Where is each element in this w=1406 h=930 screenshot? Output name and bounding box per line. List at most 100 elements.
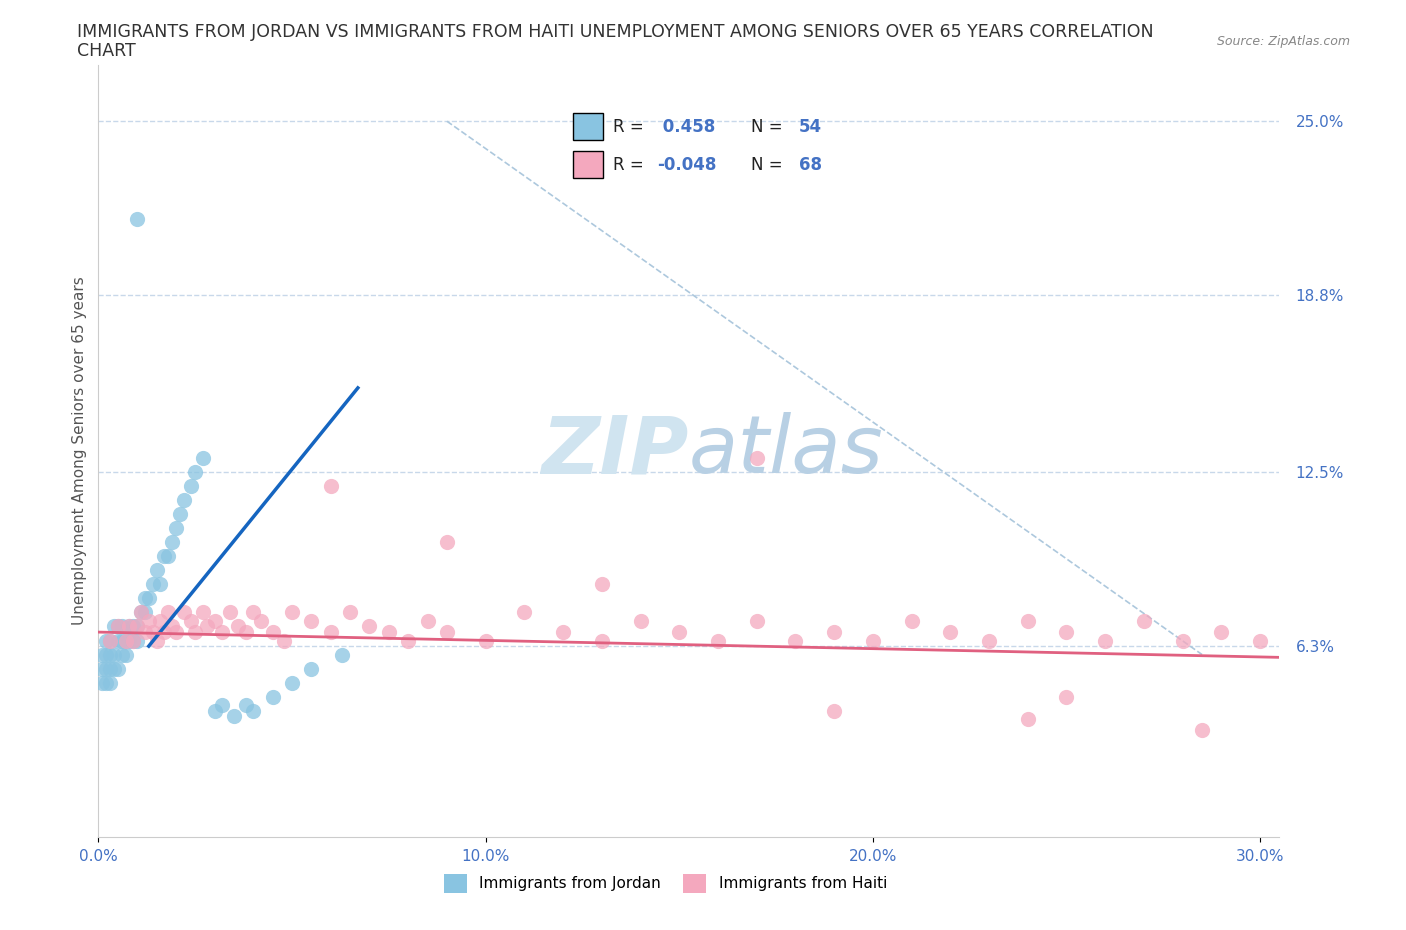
Point: [118, 619, 141, 634]
Point: [211, 698, 233, 712]
Point: [138, 614, 160, 629]
Point: [118, 633, 141, 648]
Point: [551, 625, 574, 640]
Point: [122, 619, 145, 634]
Text: 68: 68: [799, 155, 821, 174]
Point: [153, 549, 176, 564]
Point: [235, 698, 257, 712]
Point: [1017, 711, 1039, 726]
Point: [165, 625, 187, 640]
Point: [396, 633, 419, 648]
Point: [219, 605, 242, 620]
Text: ZIP: ZIP: [541, 412, 689, 490]
Point: [145, 563, 167, 578]
Point: [281, 605, 304, 620]
Point: [1133, 614, 1156, 629]
Point: [138, 591, 160, 605]
Point: [242, 703, 264, 718]
Point: [184, 625, 207, 640]
Point: [630, 614, 652, 629]
Point: [98, 633, 121, 648]
Point: [242, 605, 264, 620]
Point: [127, 619, 149, 634]
Point: [319, 625, 342, 640]
Point: [111, 619, 134, 634]
Point: [226, 619, 249, 634]
Point: [103, 619, 125, 634]
Point: [160, 535, 183, 550]
Point: [785, 633, 807, 648]
Text: -0.048: -0.048: [657, 155, 716, 174]
Point: [134, 605, 156, 620]
Point: [1094, 633, 1116, 648]
Point: [378, 625, 401, 640]
Point: [114, 647, 136, 662]
Point: [668, 625, 690, 640]
Point: [222, 709, 245, 724]
Point: [513, 605, 536, 620]
Point: [1056, 625, 1078, 640]
Point: [591, 633, 613, 648]
Point: [107, 619, 129, 634]
Point: [745, 614, 768, 629]
Point: [591, 577, 613, 591]
FancyBboxPatch shape: [572, 152, 603, 179]
Point: [96, 661, 118, 676]
Point: [173, 605, 195, 620]
Point: [359, 619, 381, 634]
Point: [319, 479, 342, 494]
Text: R =: R =: [613, 118, 644, 136]
Point: [299, 614, 322, 629]
Point: [745, 451, 768, 466]
Point: [1211, 625, 1233, 640]
Point: [823, 703, 845, 718]
Point: [474, 633, 496, 648]
Point: [191, 605, 214, 620]
Point: [180, 479, 202, 494]
Point: [157, 549, 180, 564]
Point: [157, 605, 180, 620]
FancyBboxPatch shape: [572, 113, 603, 140]
Point: [262, 689, 284, 704]
Point: [129, 605, 152, 620]
Point: [195, 619, 218, 634]
Point: [98, 633, 121, 648]
Text: IMMIGRANTS FROM JORDAN VS IMMIGRANTS FROM HAITI UNEMPLOYMENT AMONG SENIORS OVER : IMMIGRANTS FROM JORDAN VS IMMIGRANTS FRO…: [77, 23, 1154, 41]
Point: [436, 535, 458, 550]
Point: [122, 633, 145, 648]
Point: [160, 619, 183, 634]
Y-axis label: Unemployment Among Seniors over 65 years: Unemployment Among Seniors over 65 years: [72, 277, 87, 625]
Point: [191, 451, 214, 466]
Point: [96, 647, 118, 662]
Point: [103, 661, 125, 676]
Point: [129, 605, 152, 620]
Point: [436, 625, 458, 640]
Point: [416, 614, 439, 629]
Point: [134, 625, 156, 640]
Point: [98, 661, 121, 676]
Point: [1191, 723, 1213, 737]
Point: [173, 493, 195, 508]
Point: [127, 212, 149, 227]
Point: [142, 577, 165, 591]
Point: [122, 633, 145, 648]
Point: [114, 633, 136, 648]
Point: [149, 614, 172, 629]
Point: [107, 619, 129, 634]
Point: [211, 625, 233, 640]
Point: [900, 614, 922, 629]
Point: [169, 507, 191, 522]
Point: [127, 619, 149, 634]
Point: [1171, 633, 1194, 648]
Point: [1017, 614, 1039, 629]
Point: [707, 633, 730, 648]
Point: [262, 625, 284, 640]
Point: [184, 465, 207, 480]
Point: [96, 675, 118, 690]
Text: Source: ZipAtlas.com: Source: ZipAtlas.com: [1216, 35, 1350, 48]
Point: [939, 625, 962, 640]
Point: [1249, 633, 1271, 648]
Text: N =: N =: [751, 118, 783, 136]
Point: [111, 633, 134, 648]
Point: [332, 647, 354, 662]
